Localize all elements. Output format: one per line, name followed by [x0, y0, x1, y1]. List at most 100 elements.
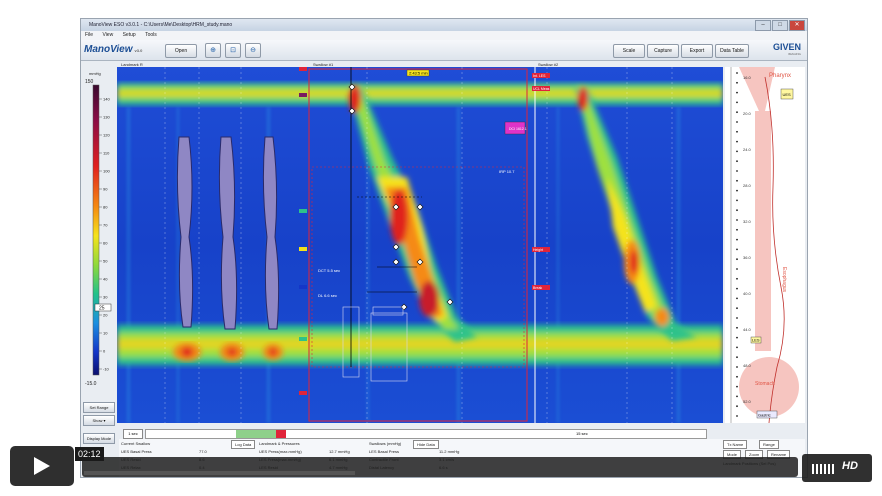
depth-label: 48.0: [743, 363, 752, 368]
pressure-topography-plot[interactable]: DCT 5.5 sec DL 6.6 sec IRP 10.7 2:43:5 m…: [117, 67, 723, 423]
zoom-fit-icon[interactable]: ⊡: [225, 43, 241, 58]
sensor-dot: [736, 277, 738, 280]
scale-tick-label: 0: [103, 349, 106, 354]
depth-label: 24.0: [743, 147, 752, 152]
video-progress-bar[interactable]: [82, 457, 798, 477]
open-button[interactable]: Open: [165, 44, 197, 58]
menu-setup[interactable]: Setup: [122, 32, 136, 38]
sensor-dot: [736, 150, 738, 153]
irp-label: IRP 10.7: [499, 169, 515, 174]
page-size-select[interactable]: 1 sec: [123, 429, 143, 439]
video-time: 02:12: [75, 447, 104, 461]
video-player-controls: 02:12 HD: [10, 446, 872, 486]
scale-tick-label: 90: [103, 187, 108, 192]
timeline-bar[interactable]: 1 sec 15 sec: [81, 427, 807, 439]
sensor-dot: [736, 199, 738, 202]
sensor-dot: [736, 258, 738, 261]
sensor-dot: [736, 170, 738, 172]
depth-label: 20.0: [743, 111, 752, 116]
pressure-profile-curve: [764, 76, 785, 423]
close-button[interactable]: ✕: [789, 20, 805, 31]
landmark-int-les: Int. LES: [533, 74, 546, 78]
sensor-dot: [736, 375, 738, 378]
sensor-dot: [736, 81, 738, 84]
scale-tick-label: 20: [103, 313, 108, 318]
menu-file[interactable]: File: [85, 32, 94, 38]
window-title: ManoView ESO v3.0.1 - C:\Users\Me\Deskto…: [89, 22, 233, 28]
swallow-2-label: Swallow #2: [538, 62, 559, 67]
range-button[interactable]: Range: [759, 440, 779, 449]
dl-label: DL 6.6 sec: [318, 293, 337, 298]
timeline-current[interactable]: [276, 430, 286, 438]
zoom-out-icon[interactable]: ⊖: [245, 43, 261, 58]
sensor-dot: [736, 111, 738, 114]
table-cell-k2: UES Press(max.mmHg): [259, 449, 302, 454]
depth-label: 36.0: [743, 255, 752, 260]
sensor-dot: [736, 160, 738, 163]
height-label: Height: [533, 248, 543, 252]
scale-tick-label: 100: [103, 169, 110, 174]
table-cell-v: 77.0: [199, 449, 207, 454]
set-range-button[interactable]: Set Range: [83, 402, 115, 413]
sensor-dot: [736, 385, 738, 388]
scale-tick-label: 140: [103, 97, 110, 102]
pharynx-label: Pharynx: [769, 73, 791, 79]
sensor-dot: [736, 366, 738, 368]
timeline-window[interactable]: [236, 430, 276, 438]
export-button[interactable]: Export: [681, 44, 713, 58]
sensor-dot: [736, 209, 738, 212]
sensor-dot: [736, 297, 738, 300]
ues-label: UES: [783, 92, 792, 97]
scale-top-value: 150: [85, 79, 94, 85]
dct-label: DCT 5.5 sec: [318, 268, 340, 273]
hd-toggle[interactable]: HD: [842, 460, 858, 472]
toolbar: ManoView v3.0 Open ⊕ ⊡ ⊖ Scale Capture Ex…: [81, 40, 807, 61]
landmark-label: Landmark R: [121, 62, 143, 67]
sensor-dot: [736, 268, 738, 270]
maximize-button[interactable]: □: [772, 20, 788, 31]
table-cell-k3: LES Basal Press: [369, 449, 400, 454]
break-label: Break: [533, 286, 542, 290]
stomach-label: Stomach: [755, 381, 775, 387]
tx-name-button[interactable]: Tx Name: [723, 440, 748, 449]
scale-unit: mmHg: [89, 71, 101, 76]
sensor-dot: [736, 219, 738, 221]
depth-label: 52.0: [743, 399, 752, 404]
capture-button[interactable]: Capture: [647, 44, 679, 58]
artifact-shape-2: [218, 136, 238, 330]
scale-tick-label: 40: [103, 277, 108, 282]
esophagus-diagram-panel[interactable]: 16.0 20.0 24.0 28.0 32.0 36.0 40.0 44.0 48.0 52.0…: [725, 67, 805, 423]
landmark-pressures-heading: Landmark & Pressures: [259, 441, 300, 446]
color-scale[interactable]: 150 1401301201101009080706050403020100-1…: [83, 69, 113, 389]
play-button[interactable]: [10, 446, 74, 486]
sensor-dot: [736, 326, 738, 329]
sensor-dot: [736, 72, 738, 74]
sensor-dot: [736, 189, 738, 192]
scale-tick-label: 30: [103, 295, 108, 300]
scale-button[interactable]: Scale: [613, 44, 645, 58]
menu-view[interactable]: View: [102, 32, 114, 38]
scale-tick-label: 130: [103, 115, 110, 120]
show-button[interactable]: Show ▾: [83, 415, 115, 426]
artifact-shape-1: [176, 136, 194, 328]
log-data-button[interactable]: Log Data: [231, 440, 256, 449]
depth-label: 16.0: [743, 75, 752, 80]
swallow-1-label: Swallow #1: [313, 62, 334, 67]
scale-tick-label: 80: [103, 205, 108, 210]
minimize-button[interactable]: –: [755, 20, 771, 31]
zoom-in-icon[interactable]: ⊕: [205, 43, 221, 58]
stomach-shape: [739, 357, 799, 417]
data-table-button[interactable]: Data Table: [715, 44, 749, 58]
volume-icon[interactable]: [812, 462, 836, 474]
scale-tick-label: 50: [103, 259, 108, 264]
sensor-dot: [736, 395, 738, 398]
current-swallow-heading: Current Swallow: [121, 441, 151, 446]
display-mode-button[interactable]: Display Mode: [83, 433, 115, 444]
sensor-dot: [736, 228, 738, 231]
scale-tick-label: 60: [103, 241, 108, 246]
isocontour-marker: [392, 203, 400, 211]
menu-tools[interactable]: Tools: [145, 32, 157, 38]
timeline-track[interactable]: 15 sec: [145, 429, 707, 439]
hide-data-button[interactable]: Hide Data: [413, 440, 439, 449]
title-bar: ManoView ESO v3.0.1 - C:\Users\Me\Deskto…: [81, 19, 807, 31]
